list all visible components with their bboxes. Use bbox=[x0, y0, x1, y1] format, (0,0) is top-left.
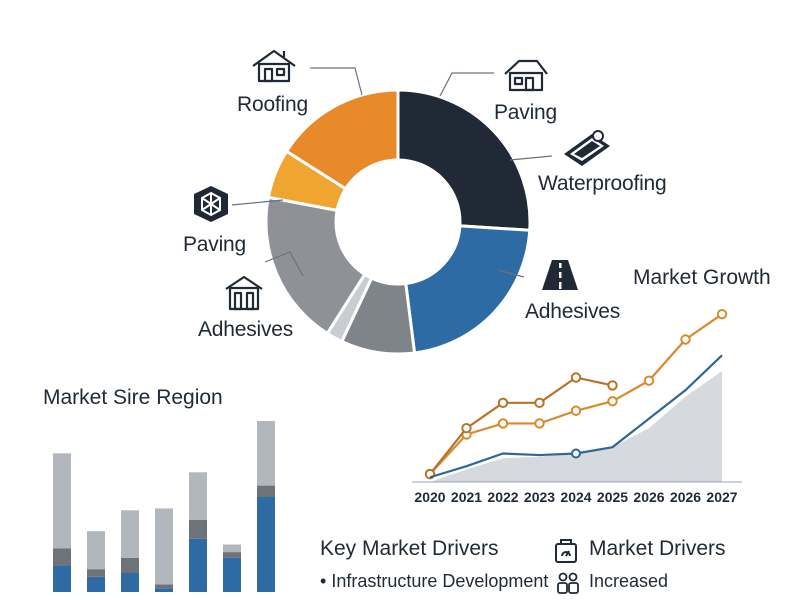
segment-label-adhesives-right: Adhesives bbox=[525, 300, 621, 323]
leader-line-paving-right bbox=[439, 72, 494, 97]
x-tick-label: 2027 bbox=[706, 489, 737, 505]
bar-segment bbox=[53, 548, 71, 566]
bar-segment bbox=[155, 584, 173, 589]
donut-segment bbox=[284, 88, 400, 191]
data-point bbox=[716, 308, 728, 320]
segment-label-paving-right: Paving bbox=[494, 101, 558, 124]
donut-segment bbox=[404, 224, 532, 355]
x-tick-label: 2021 bbox=[451, 489, 482, 505]
bar-segment bbox=[223, 552, 241, 558]
house-icon bbox=[252, 49, 296, 83]
leader-line-waterproofing bbox=[509, 155, 553, 161]
x-tick-label: 2026 bbox=[633, 489, 664, 505]
x-tick-label: 2023 bbox=[524, 489, 555, 505]
data-point bbox=[461, 422, 472, 434]
segment-label-paving-left: Paving bbox=[183, 233, 247, 256]
segment-label-roofing: Roofing bbox=[237, 93, 308, 116]
roof-tile-icon bbox=[564, 130, 610, 166]
data-point bbox=[534, 397, 545, 409]
bar-segment bbox=[87, 531, 105, 570]
x-tick-label: 2026 bbox=[670, 489, 701, 505]
hexagon-icon bbox=[194, 186, 228, 222]
bar-segment bbox=[257, 421, 275, 486]
bullet-dot: • bbox=[320, 571, 332, 591]
line-chart-title: Market Growth bbox=[633, 266, 771, 289]
data-point bbox=[607, 396, 618, 407]
driver-item: • Infrastructure Development bbox=[320, 571, 548, 592]
data-point bbox=[534, 418, 545, 429]
bar-segment bbox=[189, 538, 207, 592]
bar-segment bbox=[121, 510, 139, 558]
area-fill bbox=[430, 371, 722, 482]
bar-segment bbox=[223, 544, 241, 553]
bar-segment bbox=[53, 565, 71, 592]
x-tick-label: 2025 bbox=[597, 489, 628, 505]
driver-item-text: Infrastructure Development bbox=[331, 571, 549, 591]
bar-segment bbox=[155, 588, 173, 592]
leader-line-paving-left bbox=[231, 199, 284, 206]
bar-segment bbox=[223, 557, 241, 592]
leader-lines bbox=[231, 67, 553, 278]
data-point bbox=[497, 418, 509, 429]
bar-segment bbox=[257, 497, 275, 592]
bar-chart-title: Market Sire Region bbox=[43, 386, 223, 409]
data-point bbox=[643, 375, 655, 386]
leader-line-adhesives-left bbox=[264, 251, 304, 277]
data-point bbox=[497, 397, 509, 409]
data-point bbox=[570, 372, 582, 383]
people-icon bbox=[557, 572, 579, 594]
bar-segment bbox=[53, 453, 71, 549]
bar-segment bbox=[189, 472, 207, 520]
market-drivers-title: Market Drivers bbox=[589, 537, 726, 560]
house-icon bbox=[504, 59, 548, 92]
data-point bbox=[570, 405, 582, 416]
bar-segment bbox=[121, 557, 139, 573]
series-line bbox=[429, 376, 613, 475]
data-point bbox=[680, 334, 691, 345]
market-driver-item: Increased bbox=[589, 571, 669, 591]
bar-segment bbox=[155, 508, 173, 585]
x-tick-label: 2022 bbox=[487, 489, 518, 505]
data-point bbox=[607, 380, 618, 391]
segment-label-adhesives-left: Adhesives bbox=[198, 318, 294, 341]
donut-segments bbox=[264, 88, 532, 356]
data-point bbox=[571, 448, 581, 459]
bar-segment bbox=[87, 569, 105, 577]
bar-segment bbox=[121, 573, 139, 592]
bar-segment bbox=[189, 519, 207, 539]
gauge-icon bbox=[555, 539, 577, 563]
key-drivers-title: Key Market Drivers bbox=[320, 537, 499, 560]
building-icon bbox=[225, 275, 263, 311]
donut-segment bbox=[396, 88, 532, 232]
bar-segment bbox=[257, 485, 275, 497]
leader-line-adhesives-right bbox=[497, 269, 525, 278]
leader-line-roofing bbox=[310, 67, 363, 96]
segment-label-waterproofing: Waterproofing bbox=[538, 172, 667, 195]
x-tick-label: 2020 bbox=[414, 489, 445, 505]
road-icon bbox=[542, 260, 578, 290]
bar-segment bbox=[87, 576, 105, 592]
x-tick-label: 2024 bbox=[560, 489, 591, 505]
